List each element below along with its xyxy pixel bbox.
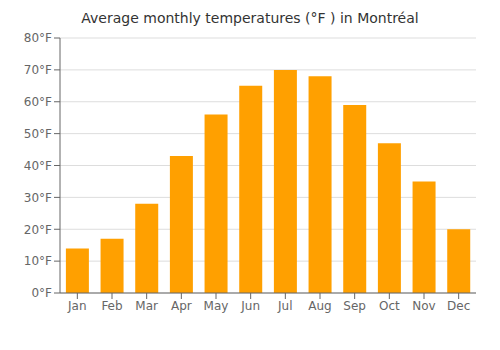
svg-text:30°F: 30°F xyxy=(24,191,52,205)
svg-text:Jul: Jul xyxy=(277,299,292,313)
svg-text:20°F: 20°F xyxy=(24,223,52,237)
html-text:Average monthly temperatures (: Average monthly temperatures (°F ) in Mo… xyxy=(81,10,419,26)
svg-text:10°F: 10°F xyxy=(24,254,52,268)
svg-text:Jun: Jun xyxy=(240,299,260,313)
svg-text:May: May xyxy=(204,299,229,313)
svg-text:Jan: Jan xyxy=(67,299,87,313)
svg-text:Apr: Apr xyxy=(171,299,192,313)
svg-text:Oct: Oct xyxy=(379,299,400,313)
svg-text:80°F: 80°F xyxy=(24,31,52,45)
svg-text:60°F: 60°F xyxy=(24,95,52,109)
svg-text:Mar: Mar xyxy=(135,299,158,313)
svg-text:0°F: 0°F xyxy=(31,286,52,300)
svg-text:Dec: Dec xyxy=(447,299,470,313)
svg-text:40°F: 40°F xyxy=(24,159,52,173)
svg-text:70°F: 70°F xyxy=(24,63,52,77)
svg-text:Nov: Nov xyxy=(412,299,435,313)
svg-text:Feb: Feb xyxy=(101,299,122,313)
svg-text:Aug: Aug xyxy=(308,299,331,313)
svg-text:Sep: Sep xyxy=(343,299,366,313)
svg-text:50°F: 50°F xyxy=(24,127,52,141)
